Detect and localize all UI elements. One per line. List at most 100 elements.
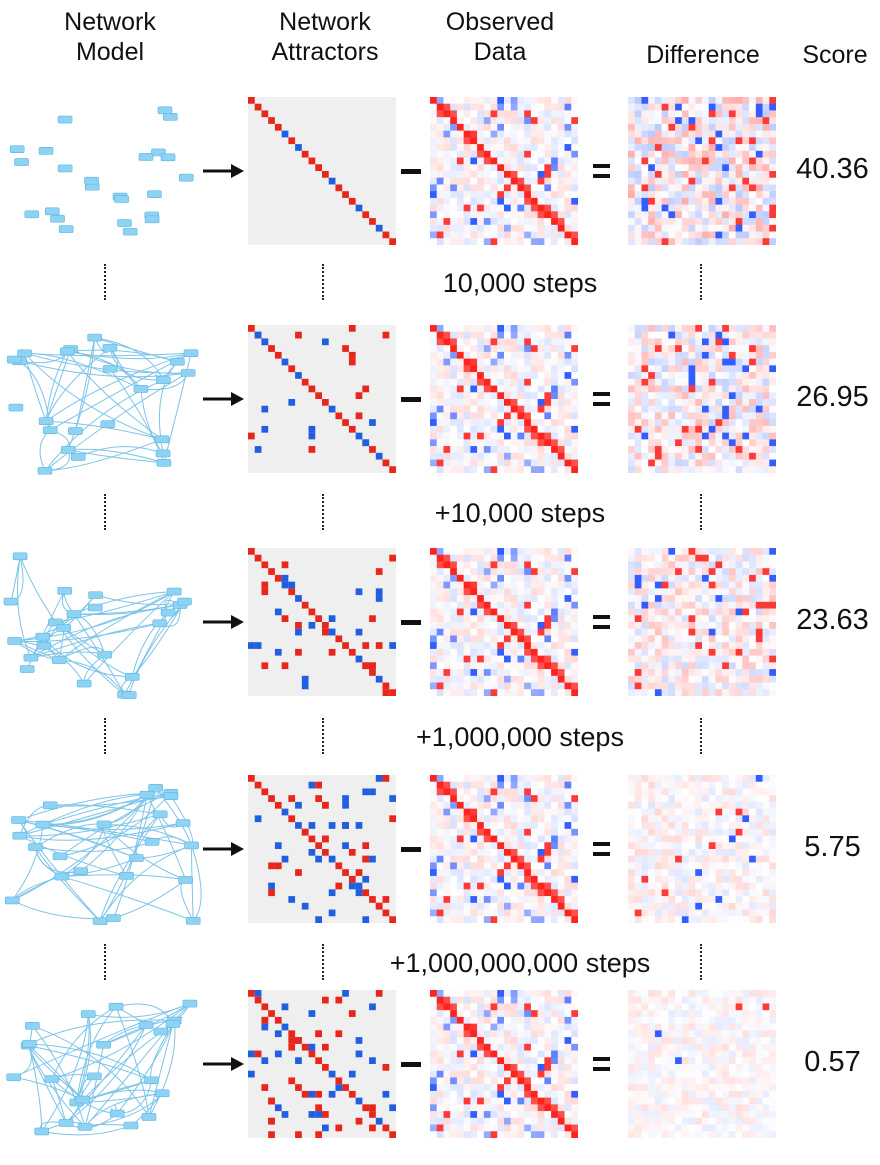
difference-cell	[695, 338, 703, 346]
observed-cell	[544, 588, 552, 596]
difference-cell	[702, 581, 710, 589]
observed-cell	[557, 990, 565, 998]
observed-cell	[443, 452, 451, 460]
observed-cell	[470, 795, 478, 803]
observed-cell	[443, 561, 451, 569]
observed-cell	[504, 211, 512, 219]
difference-cell	[735, 405, 743, 413]
observed-cell	[537, 171, 545, 179]
observed-cell	[504, 452, 512, 460]
observed-cell	[517, 808, 525, 816]
network-node	[109, 1109, 125, 1118]
observed-cell	[524, 1077, 532, 1085]
observed-cell	[551, 97, 559, 105]
difference-cell	[634, 385, 642, 393]
observed-cell	[517, 862, 525, 870]
difference-cell	[681, 218, 689, 226]
difference-cell	[648, 795, 656, 803]
network-node	[51, 656, 67, 664]
difference-cell	[628, 909, 636, 917]
observed-cell	[490, 224, 498, 232]
difference-cell	[755, 405, 763, 413]
observed-cell	[537, 1043, 545, 1051]
difference-cell	[654, 801, 662, 809]
difference-cell	[728, 622, 736, 630]
dotted-connector	[322, 494, 324, 530]
attractor-cell	[322, 1064, 329, 1071]
difference-cell	[688, 150, 696, 158]
difference-cell	[728, 123, 736, 131]
attractor-cell	[328, 822, 336, 829]
difference-cell	[735, 808, 743, 816]
difference-cell	[755, 588, 763, 596]
observed-cell	[551, 392, 559, 400]
difference-cell	[634, 842, 642, 850]
observed-cell	[564, 655, 572, 663]
observed-cell	[551, 345, 559, 353]
network-node	[147, 190, 162, 198]
difference-cell	[755, 601, 763, 609]
observed-cell	[456, 628, 464, 636]
difference-cell	[735, 372, 743, 380]
difference-cell	[634, 875, 642, 883]
observed-cell	[544, 662, 552, 670]
difference-cell	[648, 238, 656, 245]
observed-cell	[470, 378, 478, 386]
difference-cell	[722, 875, 730, 883]
observed-cell	[544, 1097, 552, 1105]
difference-cell	[661, 896, 669, 904]
difference-cell	[675, 157, 683, 165]
observed-cell	[477, 896, 485, 904]
difference-cell	[762, 574, 770, 582]
observed-cell	[477, 392, 485, 400]
observed-cell	[483, 405, 491, 413]
observed-cell	[450, 171, 458, 179]
difference-cell	[695, 419, 703, 427]
observed-data-matrix	[430, 97, 578, 245]
observed-cell	[456, 1050, 464, 1058]
difference-cell	[735, 432, 743, 440]
observed-cell	[524, 781, 532, 789]
difference-cell	[715, 103, 723, 111]
difference-cell	[735, 171, 743, 179]
difference-cell	[668, 211, 676, 219]
difference-cell	[688, 439, 696, 447]
observed-cell	[504, 331, 512, 339]
observed-cell	[463, 224, 471, 232]
observed-cell	[571, 1050, 578, 1058]
difference-cell	[715, 869, 723, 877]
observed-cell	[490, 869, 498, 877]
observed-cell	[463, 325, 471, 333]
observed-cell	[544, 150, 552, 158]
attractor-cell	[261, 1016, 269, 1024]
difference-cell	[708, 889, 716, 897]
difference-cell	[715, 231, 723, 239]
difference-cell	[728, 345, 736, 353]
observed-cell	[436, 405, 444, 413]
observed-cell	[450, 1124, 458, 1132]
difference-cell	[668, 801, 676, 809]
difference-cell	[668, 224, 676, 232]
observed-cell	[551, 204, 559, 212]
attractor-cell	[295, 1037, 302, 1044]
difference-cell	[722, 815, 730, 823]
observed-cell	[524, 412, 532, 420]
observed-cell	[530, 581, 538, 589]
observed-cell	[483, 1016, 491, 1024]
observed-cell	[490, 392, 498, 400]
observed-cell	[490, 669, 498, 677]
observed-cell	[497, 795, 505, 803]
difference-cell	[634, 358, 642, 366]
network-node	[162, 113, 178, 121]
observed-cell	[436, 775, 444, 783]
attractor-cell	[355, 822, 363, 829]
difference-cell	[648, 875, 656, 883]
difference-cell	[749, 568, 757, 576]
observed-cell	[436, 1111, 444, 1119]
difference-cell	[762, 882, 770, 890]
observed-cell	[504, 351, 512, 359]
observed-cell	[443, 325, 451, 333]
difference-cell	[661, 889, 669, 897]
difference-cell	[668, 815, 676, 823]
difference-cell	[681, 197, 689, 205]
